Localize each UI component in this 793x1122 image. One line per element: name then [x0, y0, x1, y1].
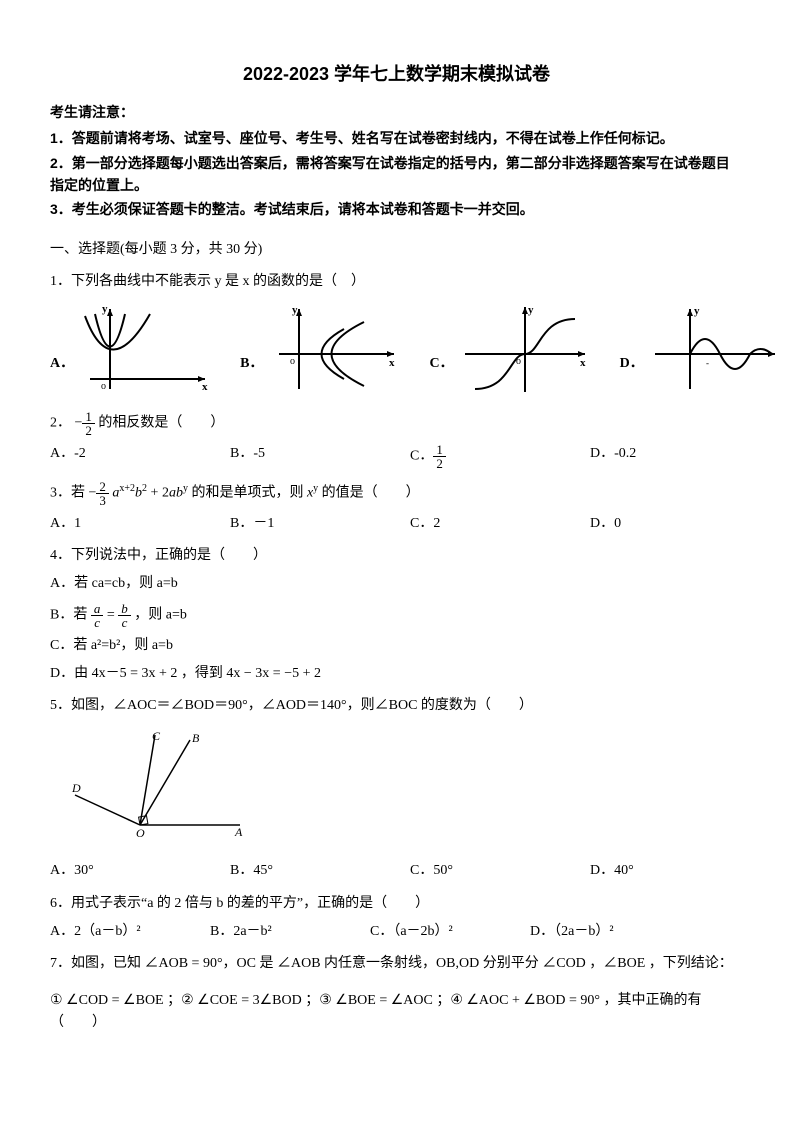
- q1-options: A． y x o B． y x o: [50, 304, 743, 394]
- q6-opt-d: D．（2a－b）²: [530, 921, 630, 943]
- svg-text:o: o: [101, 381, 106, 392]
- instructions-head: 考生请注意：: [50, 101, 743, 123]
- q3-suffix: 的值是（ ）: [322, 485, 420, 500]
- q3-frac: 23: [96, 480, 109, 507]
- q1-opt-a-label: A．: [50, 353, 74, 393]
- q7-line1: 7．如图，已知 ∠AOB = 90°，OC 是 ∠AOB 内任意一条射线，OB,…: [50, 953, 743, 975]
- question-2: 2． −12 的相反数是（ ） A．-2 B．-5 C．12 D．-0.2: [50, 410, 743, 470]
- q5-opt-d: D．40°: [590, 860, 690, 882]
- question-5: 5．如图，∠AOC＝∠BOD＝90°，∠AOD＝140°，则∠BOC 的度数为（…: [50, 695, 743, 882]
- instruction-2: 2．第一部分选择题每小题选出答案后，需将答案写在试卷指定的括号内，第二部分非选择…: [50, 152, 743, 197]
- q3-opt-b: B．－1: [230, 513, 330, 535]
- q3-opt-d: D．0: [590, 513, 690, 535]
- q4-opt-d: D．由 4x－5 = 3x + 2 ，得到 4x − 3x = −5 + 2: [50, 663, 743, 685]
- instruction-1: 1．答题前请将考场、试室号、座位号、考生号、姓名写在试卷密封线内，不得在试卷上作…: [50, 127, 743, 149]
- q4-opt-c: C．若 a²=b²，则 a=b: [50, 635, 743, 657]
- q1-opt-b-label: B．: [240, 353, 263, 393]
- question-3: 3．若 −23 ax+2b2 + 2aby 的和是单项式，则 xy 的值是（ ）…: [50, 480, 743, 535]
- q6-opt-a: A．2（a－b）²: [50, 921, 150, 943]
- q4-opt-a: A．若 ca=cb，则 a=b: [50, 573, 743, 595]
- q2-options: A．-2 B．-5 C．12 D．-0.2: [50, 443, 743, 470]
- svg-text:-: -: [706, 358, 709, 368]
- q1-graph-b: y x o: [269, 304, 399, 394]
- question-1: 1．下列各曲线中不能表示 y 是 x 的函数的是（ ） A． y x o B．: [50, 271, 743, 393]
- q6-opt-c: C．（a－2b）²: [370, 921, 470, 943]
- question-4: 4．下列说法中，正确的是（ ） A．若 ca=cb，则 a=b B．若 ac =…: [50, 545, 743, 686]
- q2-opt-b: B．-5: [230, 443, 330, 470]
- q3-options: A．1 B．－1 C．2 D．0: [50, 513, 743, 535]
- q4-opt-b: B．若 ac = bc ，则 a=b: [50, 602, 743, 629]
- q2-opt-d: D．-0.2: [590, 443, 690, 470]
- q5-opt-a: A．30°: [50, 860, 150, 882]
- q5-diagram: A O D C B: [70, 730, 250, 840]
- q6-text: 6．用式子表示“a 的 2 倍与 b 的差的平方”，正确的是（ ）: [50, 893, 743, 915]
- q6-options: A．2（a－b）² B．2a－b² C．（a－2b）² D．（2a－b）²: [50, 921, 743, 943]
- q2-suffix: 的相反数是（ ）: [98, 415, 224, 430]
- q2-opt-a: A．-2: [50, 443, 150, 470]
- q1-graph-c: y x o: [460, 304, 590, 394]
- q6-opt-b: B．2a－b²: [210, 921, 310, 943]
- section-1-head: 一、选择题(每小题 3 分，共 30 分): [50, 239, 743, 261]
- q3-mid: 的和是单项式，则: [191, 485, 307, 500]
- instruction-3: 3．考生必须保证答题卡的整洁。考试结束后，请将本试卷和答题卡一并交回。: [50, 198, 743, 220]
- svg-text:o: o: [290, 356, 295, 367]
- q4-text: 4．下列说法中，正确的是（ ）: [50, 545, 743, 567]
- question-6: 6．用式子表示“a 的 2 倍与 b 的差的平方”，正确的是（ ） A．2（a－…: [50, 893, 743, 944]
- svg-text:x: x: [389, 357, 395, 369]
- svg-text:B: B: [192, 731, 200, 745]
- svg-text:x: x: [202, 381, 208, 393]
- q2-fraction: 12: [82, 410, 95, 437]
- svg-text:A: A: [234, 825, 243, 839]
- q2-prefix: 2．: [50, 415, 71, 430]
- q7-line2: ① ∠COD = ∠BOE ；② ∠COE = 3∠BOD ；③ ∠BOE = …: [50, 990, 743, 1035]
- page-title: 2022-2023 学年七上数学期末模拟试卷: [50, 60, 743, 89]
- q2-opt-c: C．12: [410, 443, 510, 470]
- q1-text: 1．下列各曲线中不能表示 y 是 x 的函数的是（ ）: [50, 271, 743, 293]
- q5-text: 5．如图，∠AOC＝∠BOD＝90°，∠AOD＝140°，则∠BOC 的度数为（…: [50, 695, 743, 717]
- svg-text:y: y: [102, 304, 108, 315]
- q5-opt-b: B．45°: [230, 860, 330, 882]
- svg-text:x: x: [580, 357, 586, 369]
- q3-opt-c: C．2: [410, 513, 510, 535]
- svg-text:D: D: [71, 781, 81, 795]
- q1-opt-d-label: D．: [620, 353, 644, 393]
- q5-options: A．30° B．45° C．50° D．40°: [50, 860, 743, 882]
- svg-text:y: y: [292, 304, 298, 316]
- svg-text:C: C: [152, 730, 161, 743]
- q5-opt-c: C．50°: [410, 860, 510, 882]
- q1-graph-a: y x o: [80, 304, 210, 394]
- q1-opt-c-label: C．: [429, 353, 453, 393]
- q3-prefix: 3．若: [50, 485, 85, 500]
- q3-opt-a: A．1: [50, 513, 150, 535]
- q1-graph-d: y -: [650, 304, 780, 394]
- svg-text:y: y: [528, 304, 534, 316]
- svg-text:y: y: [694, 305, 700, 317]
- svg-text:O: O: [136, 826, 145, 840]
- question-7: 7．如图，已知 ∠AOB = 90°，OC 是 ∠AOB 内任意一条射线，OB,…: [50, 953, 743, 1034]
